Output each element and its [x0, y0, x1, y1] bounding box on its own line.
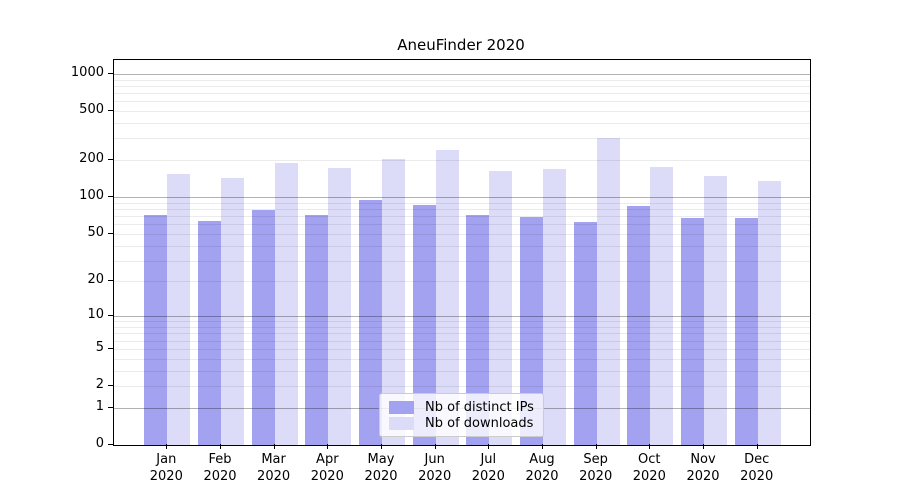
- y-tick-label: 20: [87, 272, 104, 288]
- x-tick-label: Aug 2020: [525, 452, 559, 484]
- chart-title: AneuFinder 2020: [397, 36, 525, 54]
- legend-label-distinct-ips: Nb of distinct IPs: [425, 399, 534, 415]
- x-tick-label: Jul 2020: [471, 452, 505, 484]
- y-tick-label: 200: [79, 151, 104, 167]
- y-tick-label: 50: [87, 224, 104, 240]
- bar-downloads: [167, 174, 191, 445]
- x-tick-label: Oct 2020: [632, 452, 666, 484]
- minor-gridline: [114, 160, 810, 162]
- x-tick-label: Dec 2020: [740, 452, 774, 484]
- legend-item-downloads: Nb of downloads: [389, 415, 534, 431]
- bar-ips: [358, 200, 382, 445]
- bar-downloads: [220, 178, 244, 445]
- bar-ips: [681, 217, 704, 445]
- x-tick-label: Jun 2020: [418, 452, 452, 484]
- y-tick-label: 10: [87, 307, 104, 323]
- legend-swatch-downloads-icon: [389, 416, 414, 430]
- legend-label-downloads: Nb of downloads: [425, 415, 534, 431]
- y-tick-mark: [108, 110, 113, 111]
- x-tick-label: Sep 2020: [579, 452, 613, 484]
- legend: Nb of distinct IPs Nb of downloads: [379, 393, 544, 437]
- y-tick-mark: [108, 406, 113, 408]
- y-tick-mark: [108, 72, 113, 74]
- y-tick-mark: [108, 347, 113, 349]
- bar-ips: [573, 222, 597, 445]
- x-tick-mark: [273, 444, 275, 449]
- y-tick-mark: [108, 280, 113, 282]
- bar-downloads: [489, 171, 513, 445]
- x-tick-label: May 2020: [364, 452, 398, 484]
- x-tick-label: Apr 2020: [310, 452, 344, 484]
- bar-downloads: [757, 181, 781, 445]
- bar-downloads: [704, 176, 727, 445]
- y-tick-mark: [108, 196, 113, 198]
- y-tick-mark: [108, 444, 113, 445]
- bar-ips: [305, 214, 329, 445]
- bar-ips: [197, 220, 221, 445]
- x-tick-mark: [649, 444, 651, 449]
- y-tick-label: 100: [79, 188, 104, 204]
- bar-ips: [251, 210, 275, 445]
- minor-gridline: [114, 138, 810, 140]
- x-tick-mark: [434, 444, 436, 449]
- y-tick-label: 1: [95, 398, 104, 414]
- x-tick-label: Feb 2020: [203, 452, 237, 484]
- bar-downloads: [542, 169, 566, 445]
- minor-gridline: [114, 101, 810, 103]
- x-tick-label: Jan 2020: [149, 452, 183, 484]
- plot-area: Nb of distinct IPs Nb of downloads: [113, 59, 811, 446]
- bar-ips: [144, 215, 168, 445]
- bar-downloads: [435, 150, 459, 445]
- bar-ips: [412, 204, 436, 445]
- legend-swatch-ips-icon: [389, 400, 414, 414]
- y-tick-label: 5: [95, 339, 104, 355]
- minor-gridline: [114, 79, 810, 81]
- y-tick-mark: [108, 315, 113, 317]
- y-tick-mark: [108, 232, 113, 234]
- bar-downloads: [650, 167, 674, 445]
- bar-ips: [627, 205, 651, 445]
- major-gridline: [114, 73, 810, 75]
- x-tick-label: Mar 2020: [257, 452, 291, 484]
- legend-item-distinct-ips: Nb of distinct IPs: [389, 399, 534, 415]
- y-tick-label: 500: [79, 102, 104, 117]
- bar-ips: [734, 217, 758, 445]
- bar-ips: [466, 215, 490, 445]
- x-tick-mark: [166, 444, 168, 449]
- bar-ips: [519, 216, 543, 445]
- x-tick-mark: [488, 444, 490, 449]
- bar-downloads: [381, 158, 405, 445]
- x-tick-mark: [381, 444, 382, 449]
- x-tick-mark: [220, 444, 221, 449]
- y-tick-label: 0: [95, 436, 104, 451]
- bar-downloads: [328, 167, 352, 445]
- x-tick-mark: [595, 444, 597, 449]
- x-tick-label: Nov 2020: [686, 452, 720, 484]
- y-tick-mark: [108, 159, 113, 161]
- x-tick-mark: [542, 444, 543, 449]
- y-tick-label: 2: [95, 377, 104, 392]
- y-tick-mark: [108, 385, 113, 386]
- x-tick-mark: [756, 444, 758, 449]
- minor-gridline: [114, 123, 810, 124]
- x-tick-mark: [703, 444, 704, 449]
- x-tick-mark: [327, 444, 329, 449]
- bar-downloads: [274, 163, 298, 445]
- bar-downloads: [596, 138, 620, 445]
- y-tick-label: 1000: [70, 64, 104, 80]
- minor-gridline: [114, 85, 810, 87]
- minor-gridline: [114, 93, 810, 94]
- minor-gridline: [114, 111, 810, 112]
